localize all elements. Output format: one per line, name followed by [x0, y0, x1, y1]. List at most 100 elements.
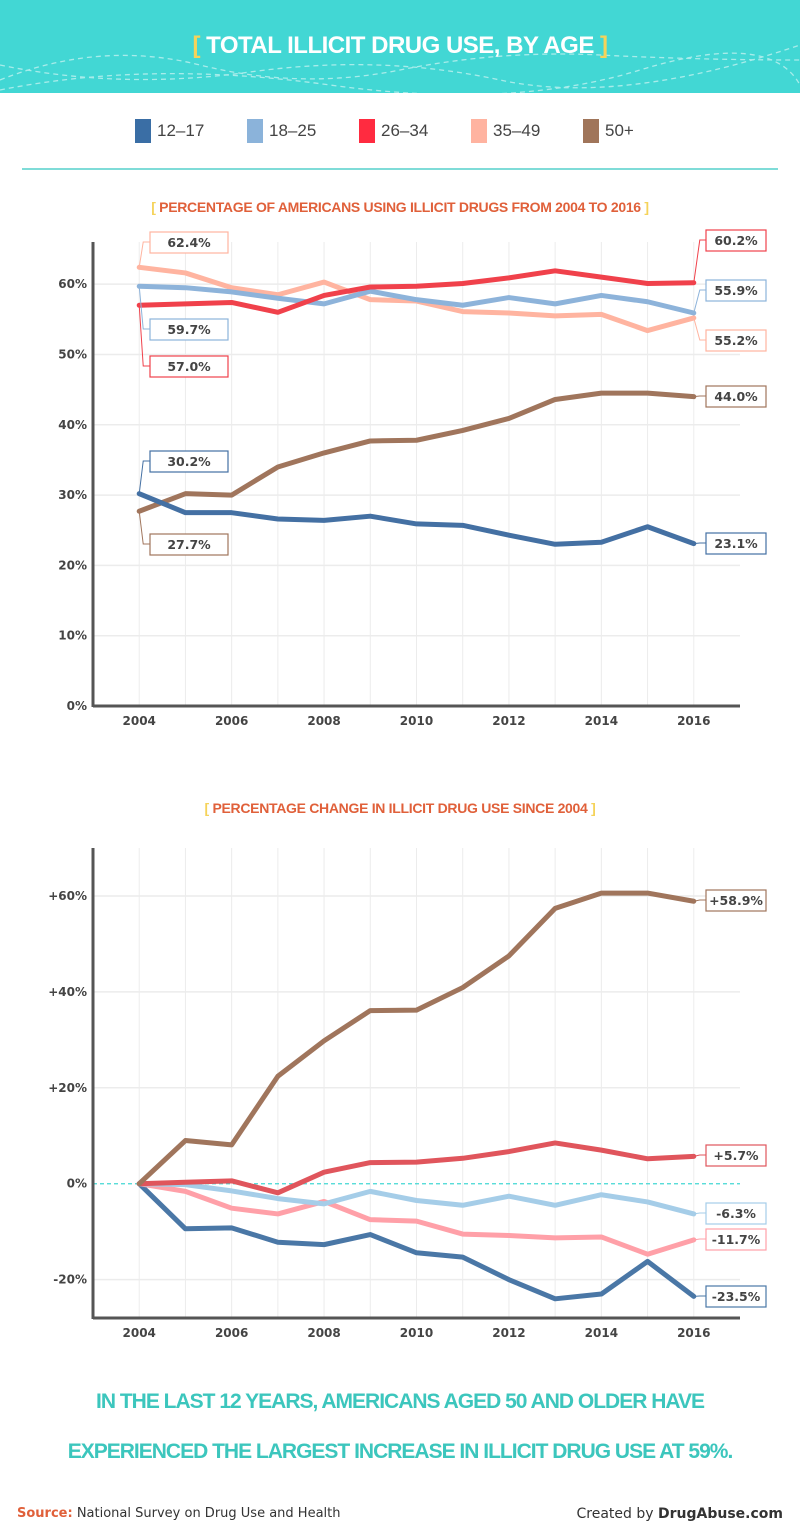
- legend-item-35-49: 35–49: [471, 119, 553, 143]
- chart-change: -20% 0% +20% +40% +60% 2004 2006 2008 2010 2012 20…: [48, 848, 767, 1340]
- callout-connector: [693, 1154, 706, 1157]
- x-tick-label: 2004: [123, 714, 156, 728]
- callout-box: [149, 533, 229, 556]
- callout-connector: [138, 286, 150, 330]
- legend-label: 12–17: [157, 121, 205, 140]
- x-tick-label: 2004: [123, 1326, 156, 1340]
- x-tick-label: 2010: [400, 714, 433, 728]
- chart1-title: [ PERCENTAGE OF AMERICANS USING ILLICIT …: [151, 199, 649, 215]
- series-line-35-49: [136, 1181, 697, 1257]
- legend-label: 35–49: [493, 121, 541, 140]
- page-title: [ TOTAL ILLICIT DRUG USE, BY AGE ]: [192, 32, 608, 59]
- legend-item-12-17: 12–17: [135, 119, 217, 143]
- legend-item-26-34: 26–34: [359, 119, 441, 143]
- callout-box: [705, 329, 767, 352]
- legend-label: 50+: [605, 121, 634, 140]
- callout-connector: [693, 899, 706, 902]
- x-tick-label: 2014: [585, 714, 618, 728]
- series-line-18-25: [136, 283, 697, 316]
- callout-connector: [138, 241, 150, 268]
- legend: 12–17 18–25 26–34 35–49 50+: [0, 119, 800, 143]
- x-tick-label: 2010: [400, 1326, 433, 1340]
- callout-box: [705, 1144, 767, 1167]
- end-label-18-25: 55.9%: [714, 283, 758, 298]
- callout-connector: [693, 239, 706, 283]
- legend-swatch: [135, 119, 151, 143]
- callout-box: [705, 229, 767, 252]
- y-tick-label: +40%: [48, 985, 87, 999]
- legend-swatch: [583, 119, 599, 143]
- callout-connector: [138, 511, 150, 545]
- start-label-18-25: 59.7%: [167, 322, 211, 337]
- start-label-26-34: 57.0%: [167, 359, 211, 374]
- callout-connector: [693, 289, 706, 314]
- legend-swatch: [359, 119, 375, 143]
- x-tick-label: 2014: [585, 1326, 618, 1340]
- end-label-35-49: 55.2%: [714, 333, 758, 348]
- legend-label: 26–34: [381, 121, 429, 140]
- x-tick-label: 2006: [215, 1326, 248, 1340]
- legend-item-18-25: 18–25: [247, 119, 329, 143]
- y-tick-label: 20%: [58, 558, 87, 572]
- end-label-26-34: +5.7%: [713, 1148, 759, 1163]
- series-line-26-34: [136, 268, 697, 315]
- x-tick-label: 2016: [677, 1326, 710, 1340]
- callout-box: [149, 318, 229, 341]
- source-text: National Survey on Drug Use and Health: [76, 1506, 341, 1521]
- callout-box: [705, 385, 767, 408]
- y-tick-label: +60%: [48, 889, 87, 903]
- end-label-35-49: -11.7%: [712, 1232, 761, 1247]
- credit-prefix: Created by: [576, 1506, 654, 1522]
- chart2-title: [ PERCENTAGE CHANGE IN ILLICIT DRUG USE …: [204, 800, 596, 816]
- callout-box: [149, 450, 229, 473]
- series-line-12-17: [136, 491, 697, 547]
- y-tick-label: 50%: [58, 347, 87, 361]
- callout-connector: [138, 460, 150, 494]
- y-tick-label: 30%: [58, 488, 87, 502]
- chart-usage: 0% 10% 20% 30% 40% 50% 60% 2004 2006 2008 2010 2012…: [58, 229, 767, 728]
- callout-connector: [693, 1238, 706, 1241]
- conclusion-line-1: IN THE LAST 12 YEARS, AMERICANS AGED 50 …: [96, 1390, 705, 1413]
- x-tick-label: 2012: [492, 1326, 525, 1340]
- series-line-26-34: [136, 1140, 697, 1196]
- end-label-12-17: 23.1%: [714, 536, 758, 551]
- header-banner: [ TOTAL ILLICIT DRUG USE, BY AGE ]: [0, 0, 800, 93]
- y-tick-label: 10%: [58, 629, 87, 643]
- end-label-50+: +58.9%: [709, 893, 763, 908]
- callout-connector: [693, 395, 706, 398]
- callout-box: [149, 231, 229, 254]
- y-tick-label: -20%: [53, 1273, 87, 1287]
- divider: [22, 168, 778, 170]
- y-tick-label: 40%: [58, 418, 87, 432]
- series-line-50+: [136, 390, 697, 514]
- end-label-26-34: 60.2%: [714, 233, 758, 248]
- legend-swatch: [247, 119, 263, 143]
- start-label-50+: 27.7%: [167, 537, 211, 552]
- callout-connector: [693, 542, 706, 545]
- callout-box: [705, 1285, 767, 1308]
- legend-item-50+: 50+: [583, 119, 665, 143]
- x-tick-label: 2008: [307, 714, 340, 728]
- credit: Created by DrugAbuse.com: [577, 1506, 783, 1522]
- source-note: Source: National Survey on Drug Use and …: [17, 1506, 340, 1521]
- wave-decoration: [0, 44, 800, 93]
- callout-box: [705, 889, 767, 912]
- end-label-50+: 44.0%: [714, 389, 758, 404]
- y-tick-label: 60%: [58, 277, 87, 291]
- y-tick-label: 0%: [67, 699, 87, 713]
- x-tick-label: 2012: [492, 714, 525, 728]
- conclusion-line-2: EXPERIENCED THE LARGEST INCREASE IN ILLI…: [67, 1440, 734, 1463]
- callout-box: [705, 532, 767, 555]
- callout-box: [705, 279, 767, 302]
- source-label: Source:: [17, 1506, 73, 1521]
- callout-connector: [138, 305, 150, 367]
- x-tick-label: 2016: [677, 714, 710, 728]
- y-tick-label: +20%: [48, 1081, 87, 1095]
- start-label-12-17: 30.2%: [167, 454, 211, 469]
- callout-connector: [693, 1212, 706, 1215]
- legend-label: 18–25: [269, 121, 317, 140]
- end-label-12-17: -23.5%: [712, 1289, 761, 1304]
- start-label-35-49: 62.4%: [167, 235, 211, 250]
- x-tick-label: 2006: [215, 714, 248, 728]
- series-line-18-25: [136, 1181, 697, 1217]
